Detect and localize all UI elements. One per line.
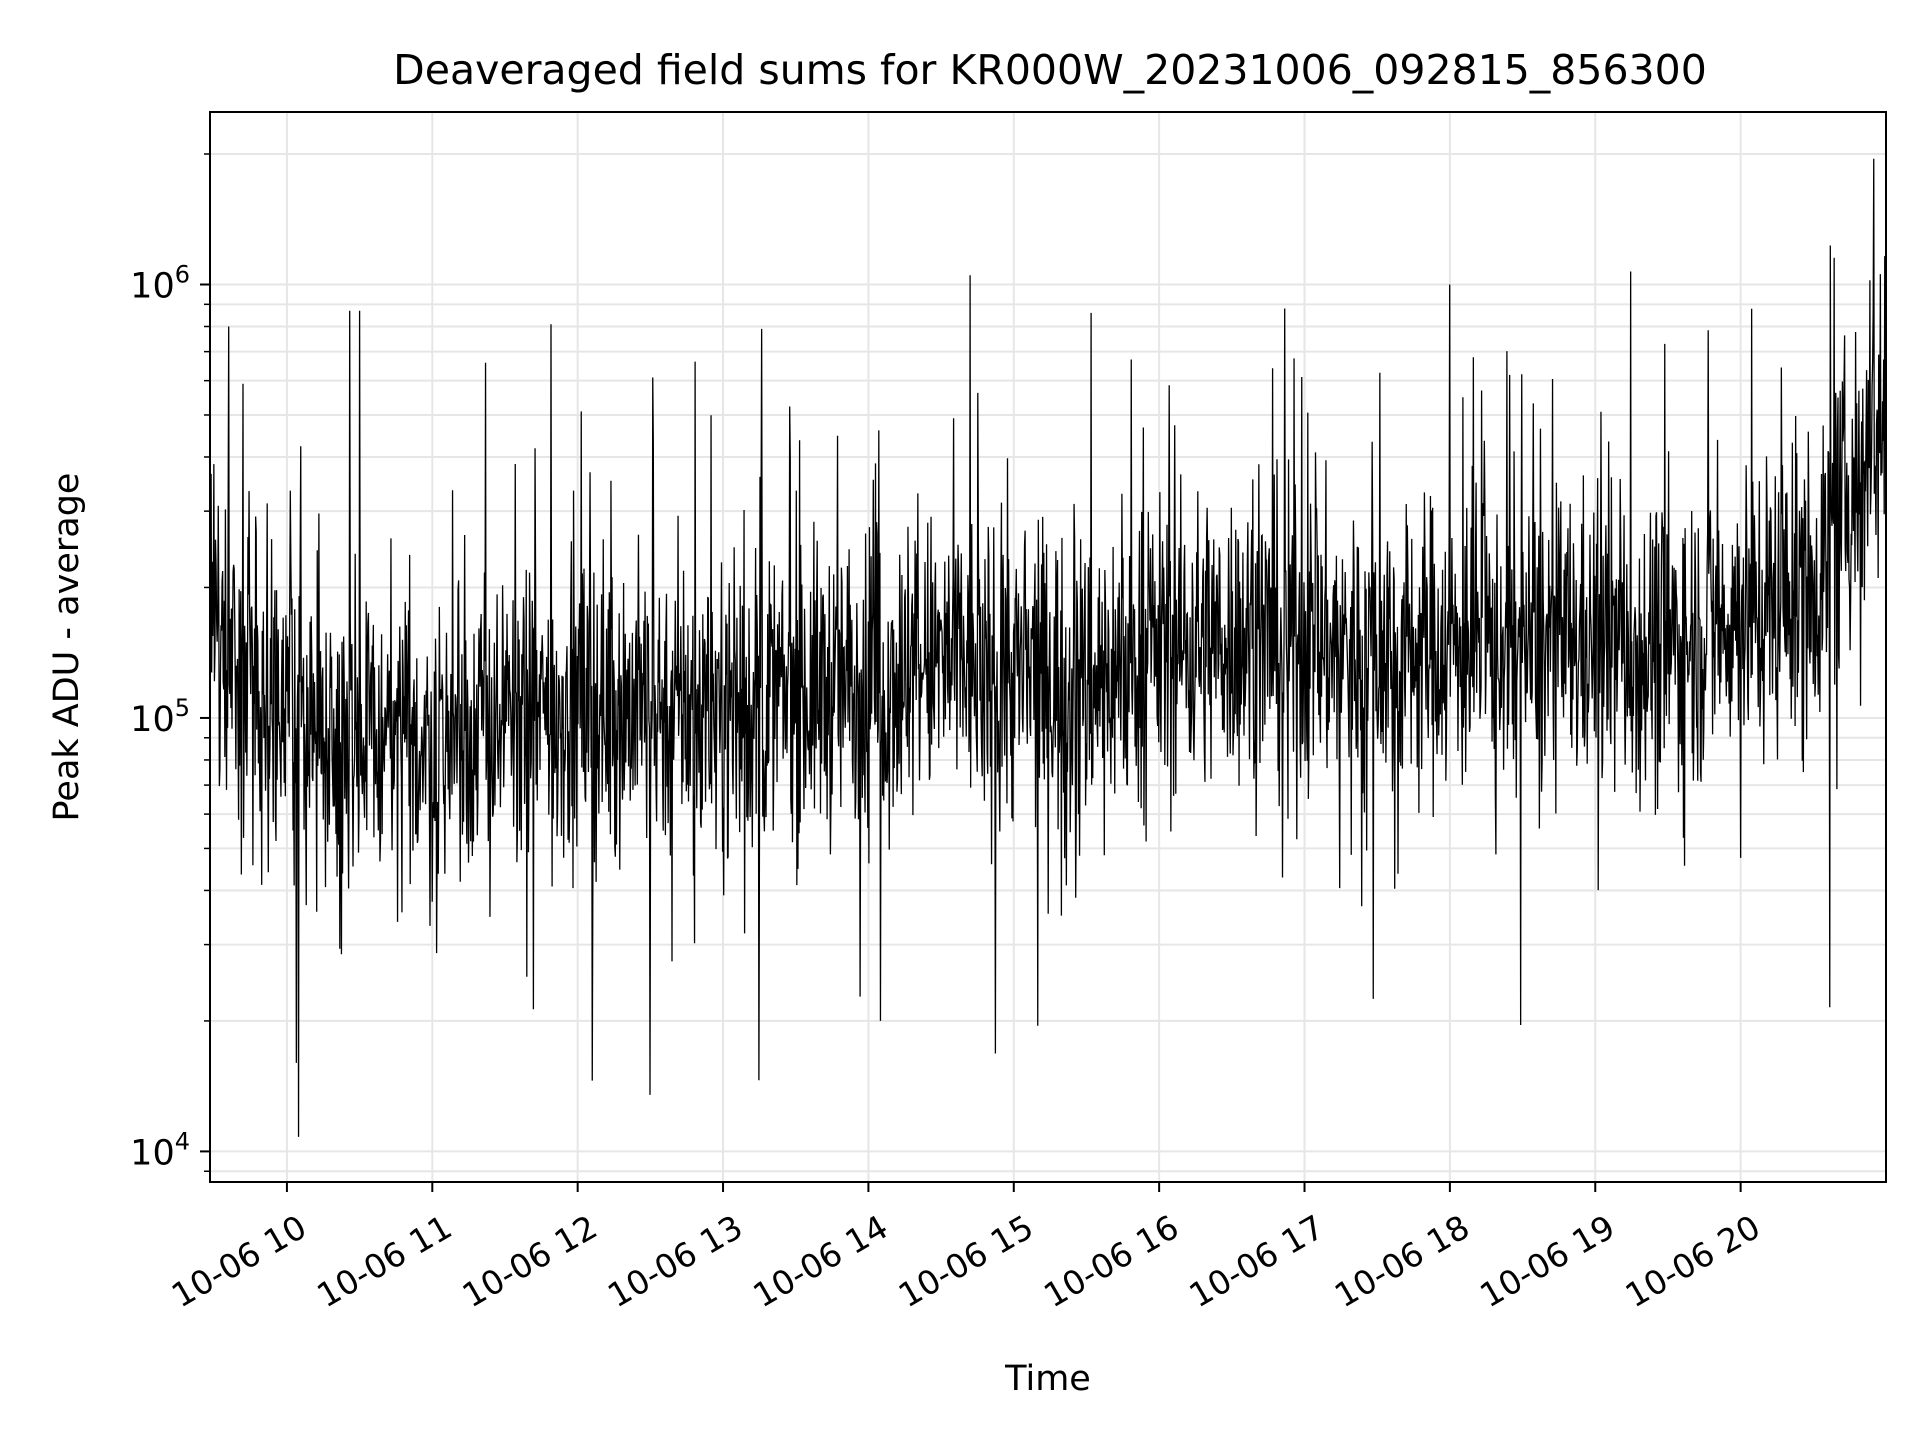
y-tick-base: 10 bbox=[130, 700, 175, 740]
y-tick-base: 10 bbox=[130, 266, 175, 306]
y-tick-label: 104 bbox=[130, 1127, 190, 1173]
chart-title: Deaveraged field sums for KR000W_2023100… bbox=[393, 46, 1707, 94]
x-axis-label: Time bbox=[1004, 1359, 1091, 1399]
y-tick-base: 10 bbox=[130, 1133, 175, 1173]
plot-frame bbox=[209, 111, 1887, 1183]
y-tick-label: 105 bbox=[130, 694, 190, 740]
y-tick-label: 106 bbox=[130, 260, 190, 306]
y-tick-exponent: 6 bbox=[175, 260, 190, 288]
series-line bbox=[209, 158, 1887, 1137]
y-tick-exponent: 4 bbox=[175, 1127, 190, 1155]
series-group bbox=[209, 158, 1887, 1137]
y-axis-label: Peak ADU - average bbox=[47, 473, 87, 822]
y-tick-exponent: 5 bbox=[175, 694, 190, 722]
